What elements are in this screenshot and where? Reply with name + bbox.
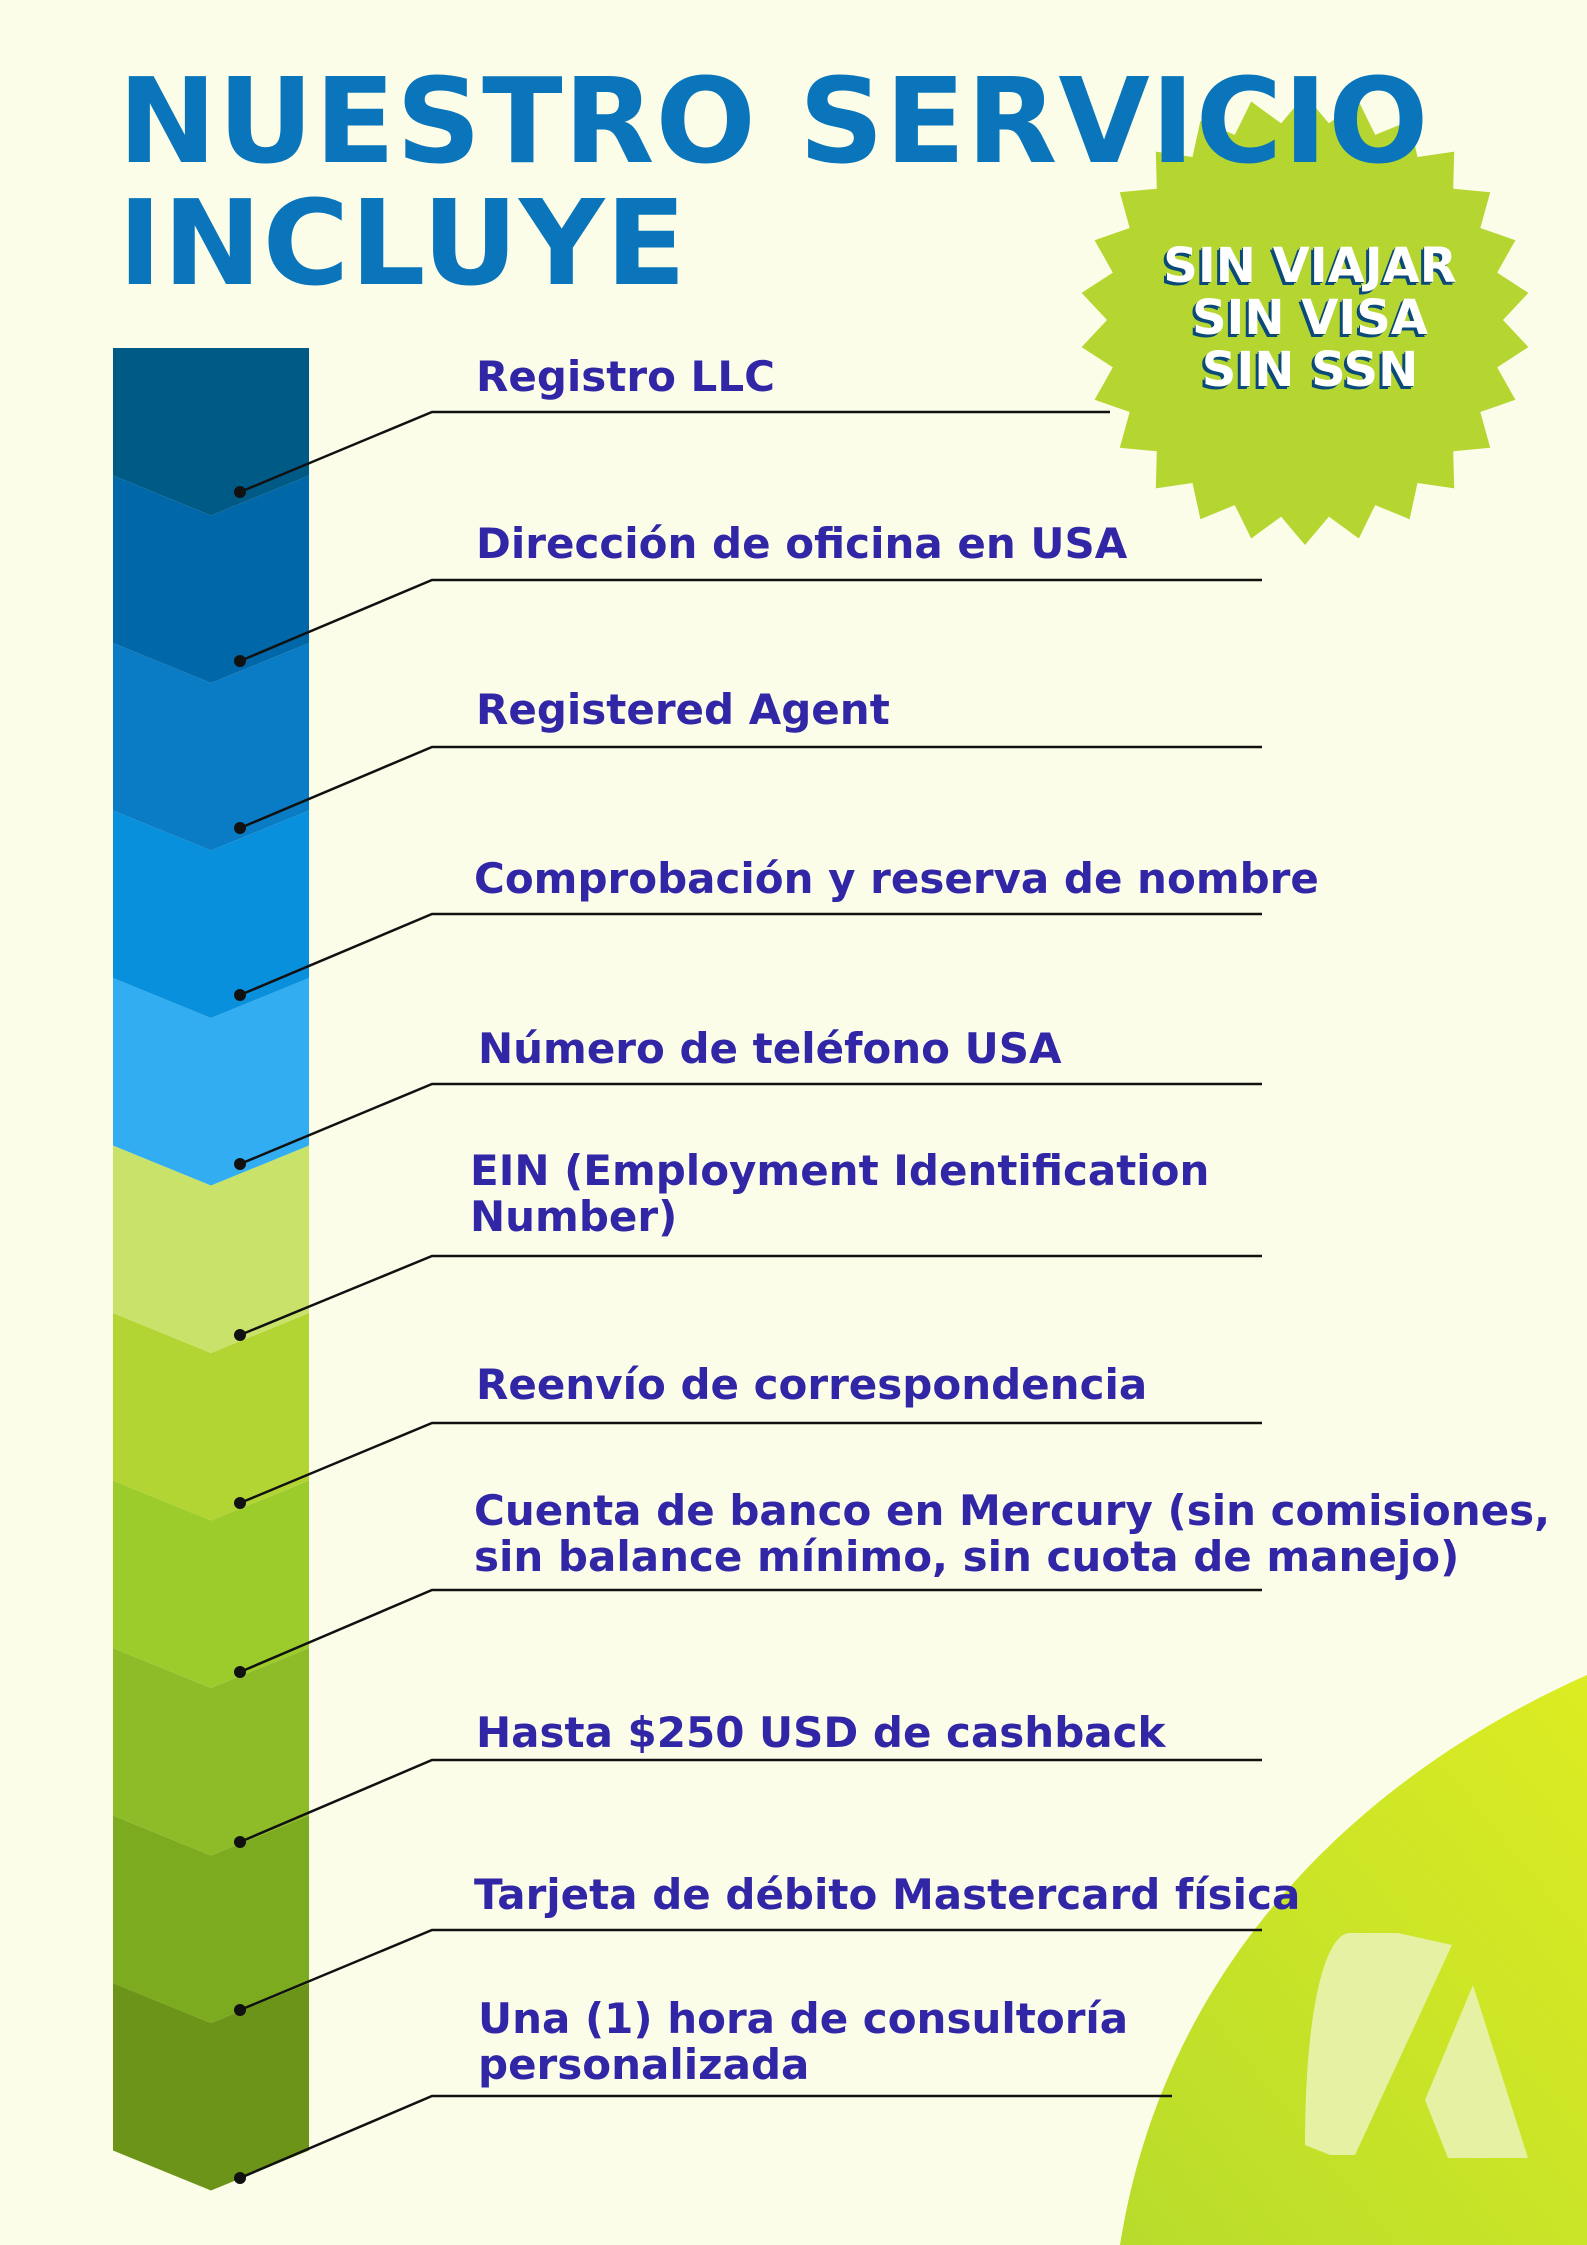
page-title: NUESTRO SERVICIO INCLUYE [118, 60, 1429, 304]
item-text: Comprobación y reserva de nombre [474, 854, 1319, 903]
connector-dot [234, 1836, 246, 1848]
list-item: Registered Agent [476, 687, 890, 733]
badge-text: SIN VIAJAR SIN VISA SIN SSN [1090, 240, 1530, 396]
logo-icon [1305, 1933, 1528, 2158]
item-text: Number) [470, 1192, 678, 1241]
connector-line [239, 578, 1262, 663]
badge-line-3: SIN SSN [1201, 342, 1419, 398]
connector-dot [234, 2172, 246, 2184]
title-line-2: INCLUYE [118, 174, 688, 312]
column-segment [113, 1480, 309, 1688]
connector-line [239, 745, 1262, 830]
badge-line-2: SIN VISA [1191, 290, 1429, 346]
list-item: Reenvío de correspondencia [476, 1362, 1147, 1408]
item-text: Registered Agent [476, 685, 890, 734]
list-item: Registro LLC [476, 354, 775, 400]
connector-dot [234, 1158, 246, 1170]
list-item: Comprobación y reserva de nombre [474, 856, 1319, 902]
item-text: Registro LLC [476, 352, 775, 401]
list-item: Dirección de oficina en USA [476, 521, 1127, 567]
column-segments [113, 348, 309, 2191]
item-text: Tarjeta de débito Mastercard física [474, 1870, 1301, 1919]
connector-line [239, 2094, 1172, 2180]
connector-dot [234, 655, 246, 667]
column-segment [113, 475, 309, 683]
column-segment [113, 1145, 309, 1353]
item-text: Hasta $250 USD de cashback [476, 1708, 1166, 1757]
connector-line [239, 912, 1262, 997]
column-segment [113, 348, 309, 516]
connector-dot [234, 989, 246, 1001]
item-text: Una (1) hora de consultoría [478, 1994, 1129, 2043]
connectors [234, 410, 1262, 2184]
column-segment [113, 643, 309, 851]
item-text: sin balance mínimo, sin cuota de manejo) [474, 1532, 1460, 1581]
item-text: Cuenta de banco en Mercury (sin comision… [474, 1486, 1551, 1535]
item-text: Reenvío de correspondencia [476, 1360, 1148, 1409]
item-text: Número de teléfono USA [478, 1024, 1062, 1073]
connector-dot [234, 486, 246, 498]
connector-line [239, 1588, 1262, 1674]
connector-line [239, 1758, 1262, 1844]
list-item: Hasta $250 USD de cashback [476, 1710, 1165, 1756]
connector-dot [234, 2004, 246, 2016]
connector-dot [234, 1329, 246, 1341]
connector-dot [234, 1666, 246, 1678]
list-item: Cuenta de banco en Mercury (sin comision… [474, 1488, 1550, 1580]
list-item: EIN (Employment Identification Number) [470, 1148, 1209, 1240]
connector-line [239, 1928, 1262, 2012]
column-segment [113, 1983, 309, 2191]
column-segment [113, 810, 309, 1018]
list-item: Número de teléfono USA [478, 1026, 1061, 1072]
connector-line [239, 410, 1110, 494]
connector-line [239, 1254, 1262, 1337]
list-item: Tarjeta de débito Mastercard física [474, 1872, 1300, 1918]
connector-line [239, 1082, 1262, 1166]
badge-line-1: SIN VIAJAR [1163, 238, 1457, 294]
connector-dot [234, 1497, 246, 1509]
item-text: Dirección de oficina en USA [476, 519, 1128, 568]
item-text: personalizada [478, 2040, 810, 2089]
item-text: EIN (Employment Identification [470, 1146, 1210, 1195]
column-segment [113, 1648, 309, 1856]
column-segment [113, 978, 309, 1186]
connector-dot [234, 822, 246, 834]
column-segment [113, 1815, 309, 2023]
badge-starburst [1081, 95, 1529, 545]
connector-line [239, 1421, 1262, 1505]
title-line-1: NUESTRO SERVICIO [118, 52, 1430, 190]
list-item: Una (1) hora de consultoría personalizad… [478, 1996, 1128, 2088]
column-segment [113, 1313, 309, 1521]
